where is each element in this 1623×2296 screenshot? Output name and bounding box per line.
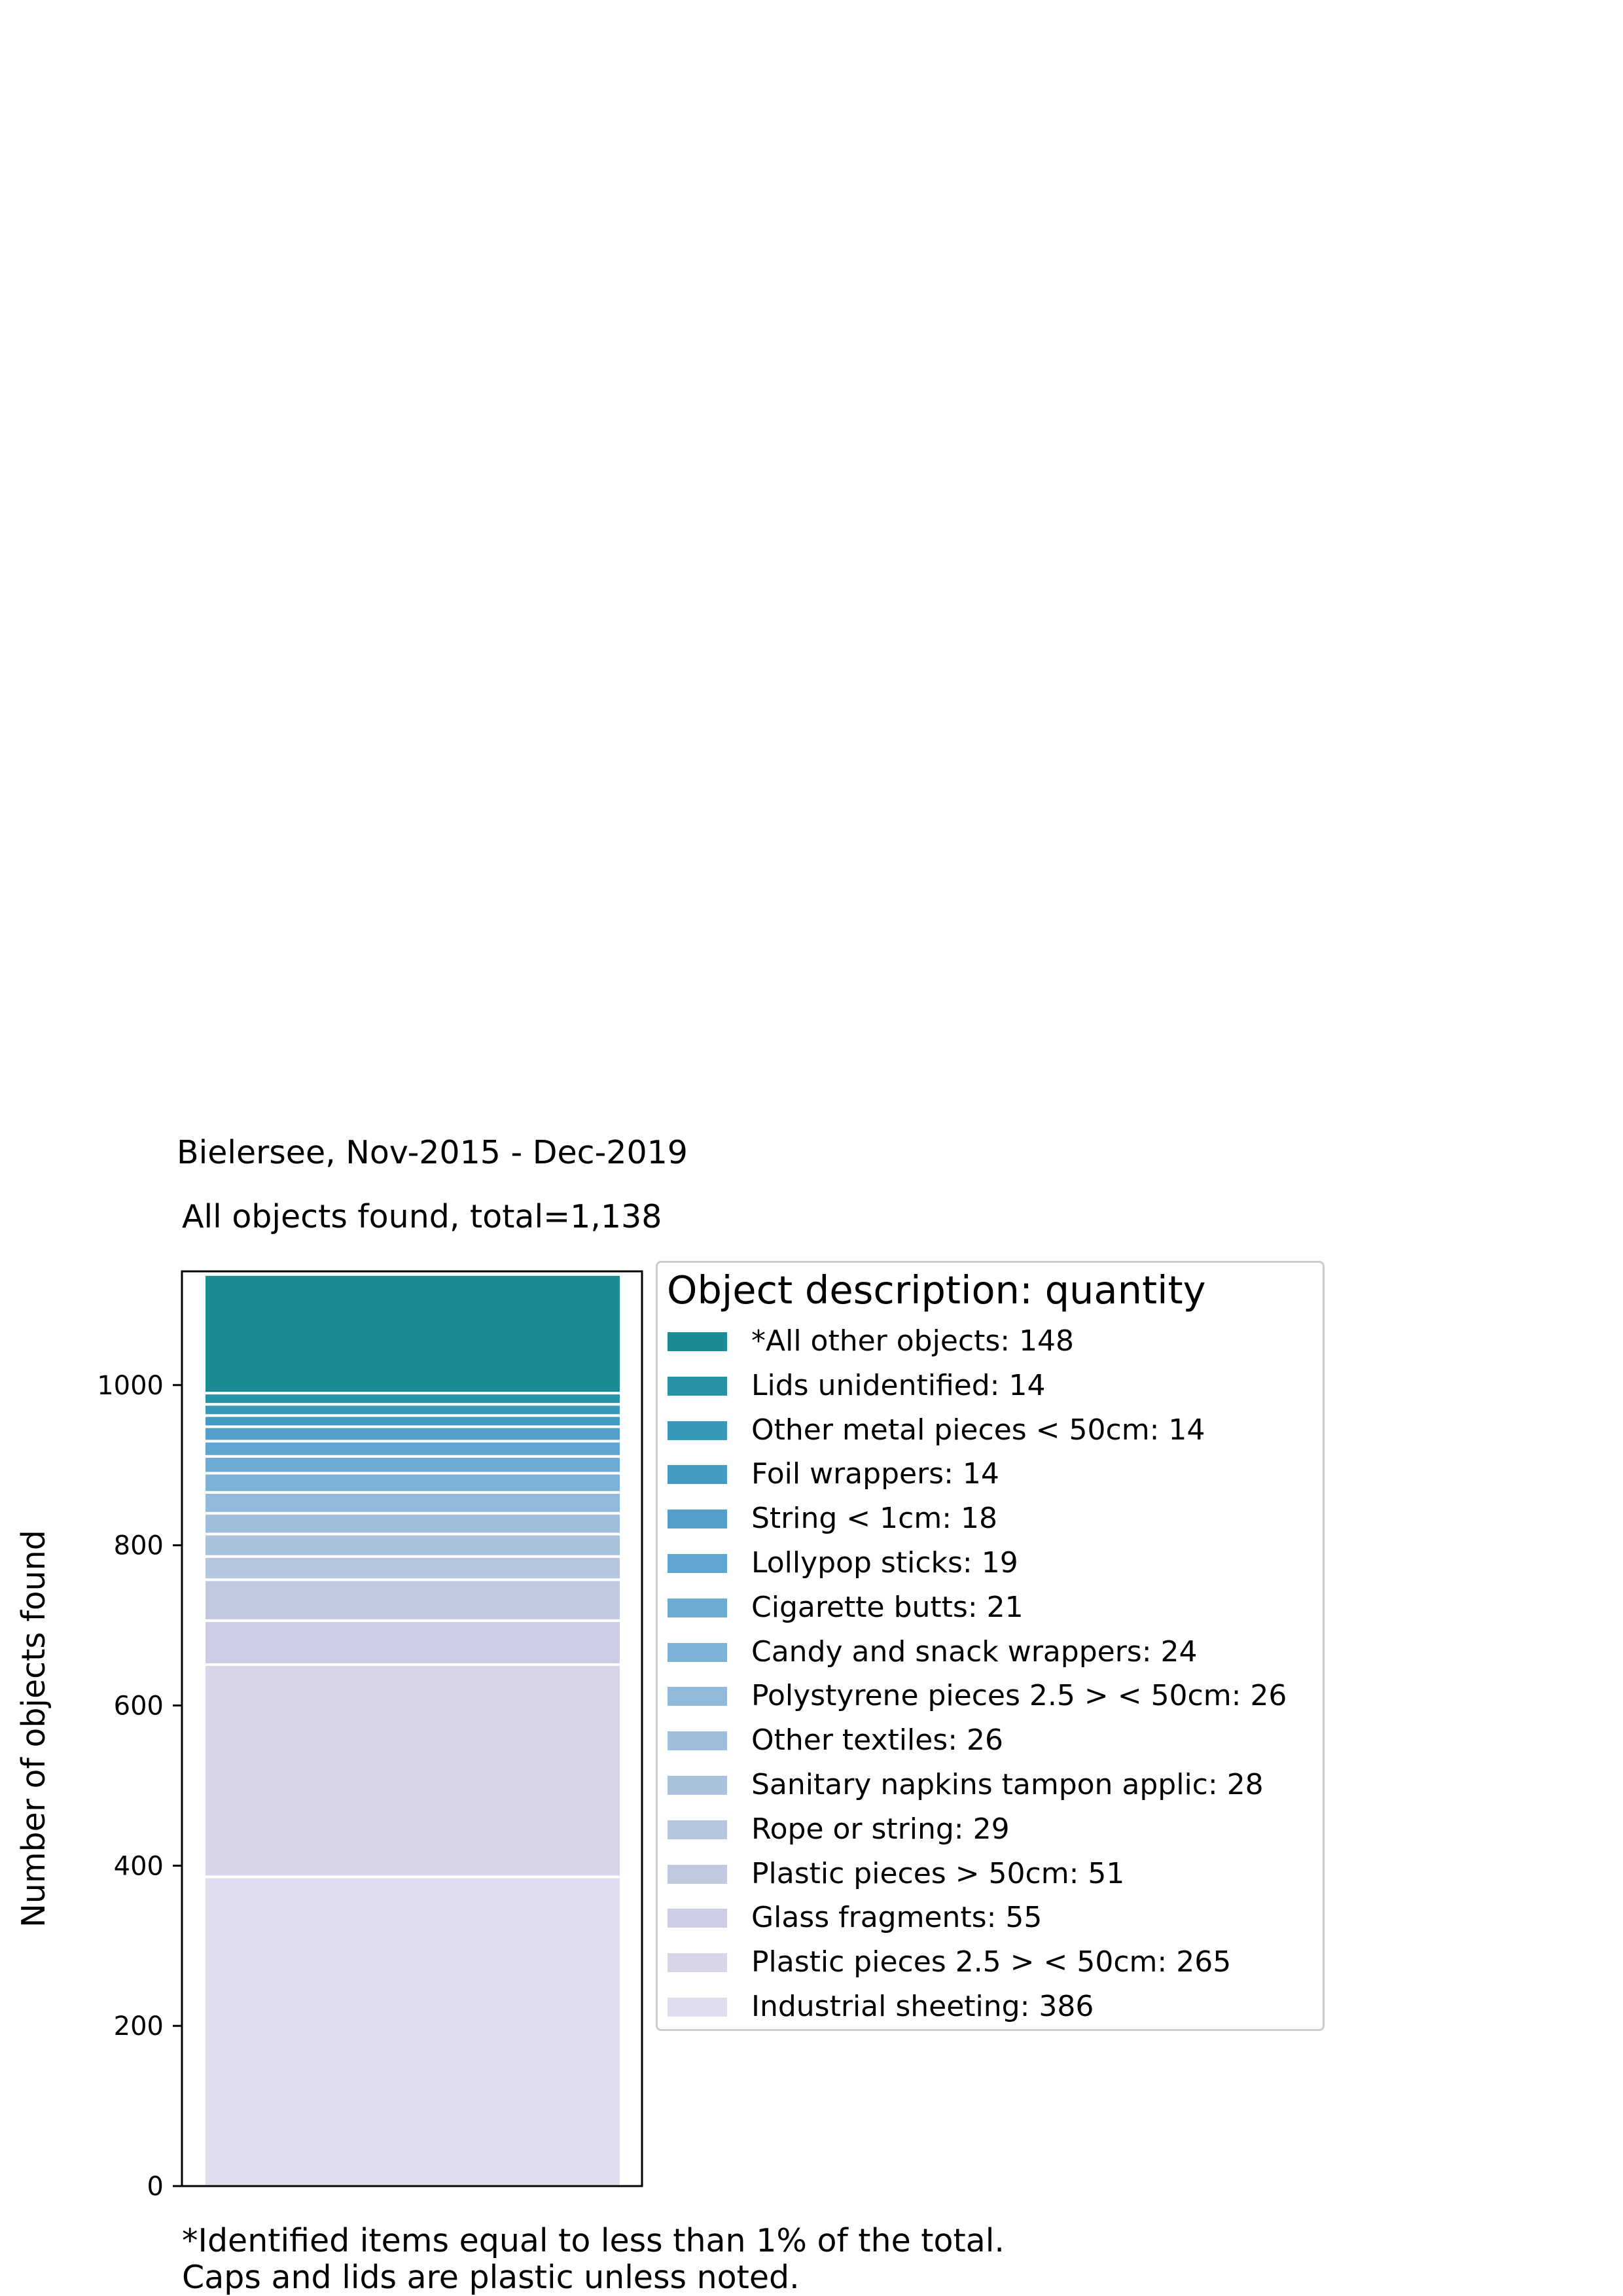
legend-label: Lollypop sticks: 19	[751, 1546, 1018, 1580]
y-tick-label-2: 200	[114, 2011, 164, 2041]
bar-segment-10	[203, 1455, 622, 1475]
legend-swatch	[668, 1864, 727, 1884]
legend-label: String < 1cm: 18	[751, 1502, 997, 1536]
y-tick-label-5: 800	[114, 1531, 164, 1561]
bar-segment-7	[203, 1511, 622, 1536]
legend-title: Object description: quantity	[667, 1267, 1206, 1313]
legend-swatch	[668, 1998, 727, 2017]
legend-label: Lids unidentified: 14	[751, 1368, 1046, 1402]
legend-swatch	[668, 1465, 727, 1485]
bar-segment-13	[203, 1414, 622, 1428]
bar-segment-5	[203, 1555, 622, 1581]
legend-label: Industrial sheeting: 386	[751, 1990, 1094, 2023]
chart-title: Bielersee, Nov-2015 - Dec-2019	[177, 1134, 688, 1171]
bar-segment-6	[203, 1532, 622, 1558]
bar-stack	[203, 1273, 622, 2188]
y-axis: 0 200 400 600 800 1000	[97, 1371, 182, 2202]
legend-label: Candy and snack wrappers: 24	[751, 1634, 1198, 1669]
legend	[656, 1261, 1325, 2031]
legend-label: Glass fragments: 55	[751, 1901, 1043, 1935]
y-axis-label: Number of objects found	[15, 1530, 52, 1928]
bar-segment-14	[203, 1403, 622, 1417]
legend-swatch	[668, 1554, 727, 1573]
bar-segment-2	[203, 1663, 622, 1879]
plot-frame	[181, 1270, 643, 2187]
legend-label: Foil wrappers: 14	[751, 1457, 999, 1491]
y-tick-label-4: 600	[114, 1691, 164, 1721]
chart-subtitle: All objects found, total=1,138	[182, 1198, 662, 1235]
bar-segment-11	[203, 1439, 622, 1458]
legend-swatch	[668, 1687, 727, 1706]
legend-label: Plastic pieces 2.5 > < 50cm: 265	[751, 1945, 1232, 1979]
legend-swatch	[668, 1776, 727, 1795]
bar-segment-1	[203, 1875, 622, 2188]
bar-segment-12	[203, 1425, 622, 1443]
legend-swatch	[668, 1421, 727, 1440]
legend-label: Sanitary napkins tampon applic: 28	[751, 1768, 1264, 1801]
legend-label: Plastic pieces > 50cm: 51	[751, 1856, 1125, 1890]
legend-swatch	[668, 1376, 727, 1396]
legend-label: Other metal pieces < 50cm: 14	[751, 1413, 1205, 1447]
legend-label: *All other objects: 148	[751, 1324, 1075, 1358]
legend-swatch	[668, 1332, 727, 1351]
legend-swatch	[668, 1953, 727, 1973]
bar-segment-9	[203, 1472, 622, 1494]
legend-swatch	[668, 1820, 727, 1839]
legend-swatch	[668, 1731, 727, 1751]
y-tick-label-6: 1000	[97, 1371, 164, 1401]
y-tick-label-1: 0	[147, 2172, 164, 2202]
legend-swatch	[668, 1642, 727, 1662]
bar-segment-16	[203, 1273, 622, 1395]
footnote-line-2: Caps and lids are plastic unless noted.	[182, 2259, 800, 2296]
bar-segment-8	[203, 1491, 622, 1515]
legend-label: Polystyrene pieces 2.5 > < 50cm: 26	[751, 1679, 1287, 1713]
bar-segment-4	[203, 1578, 622, 1622]
legend-label: Rope or string: 29	[751, 1812, 1010, 1846]
legend-label: Other textiles: 26	[751, 1723, 1003, 1757]
bar-segment-3	[203, 1619, 622, 1667]
y-tick-label-3: 400	[114, 1851, 164, 1881]
legend-swatch	[668, 1510, 727, 1529]
footnote-line-1: *Identified items equal to less than 1% …	[182, 2222, 1005, 2259]
bar-segment-15	[203, 1392, 622, 1406]
legend-swatch	[668, 1598, 727, 1617]
legend-label: Cigarette butts: 21	[751, 1590, 1024, 1624]
legend-swatch	[668, 1909, 727, 1928]
